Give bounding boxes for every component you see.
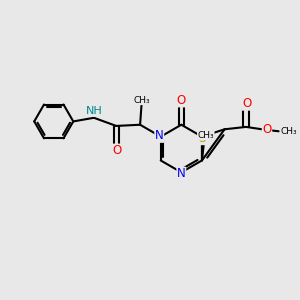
- Text: N: N: [177, 167, 186, 180]
- Text: CH₃: CH₃: [133, 96, 150, 105]
- Text: O: O: [242, 97, 251, 110]
- Text: CH₃: CH₃: [280, 127, 297, 136]
- Text: S: S: [198, 132, 206, 145]
- Text: O: O: [112, 144, 122, 157]
- Text: O: O: [177, 94, 186, 107]
- Text: O: O: [262, 123, 272, 136]
- Text: NH: NH: [85, 106, 102, 116]
- Text: N: N: [155, 129, 164, 142]
- Text: CH₃: CH₃: [197, 130, 214, 140]
